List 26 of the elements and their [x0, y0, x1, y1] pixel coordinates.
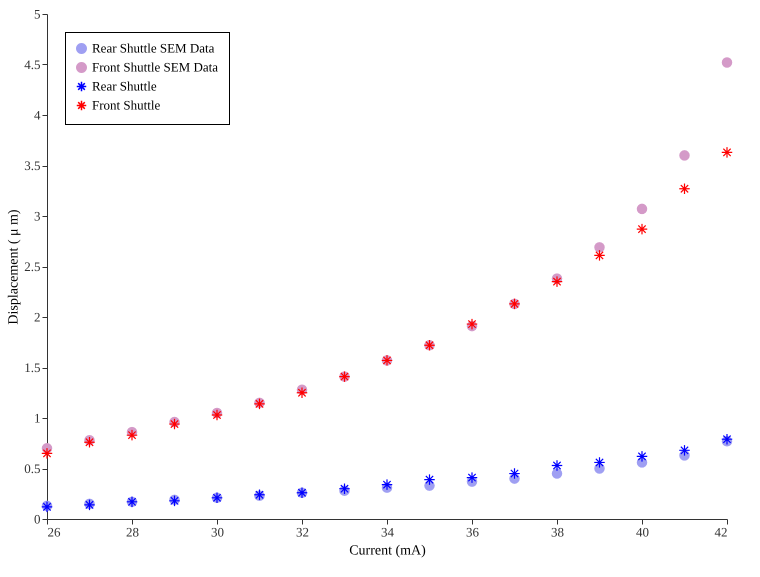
x-tick-label: 32 [296, 524, 309, 540]
y-tick-label: 4 [34, 108, 41, 122]
x-tick-label: 36 [466, 524, 480, 540]
x-tick-label: 42 [714, 524, 728, 540]
y-tick-label: 3 [34, 208, 40, 224]
y-tick-label: 3.5 [24, 158, 40, 173]
y-tick-label: 1 [34, 410, 40, 426]
legend-label: Front Shuttle [92, 98, 160, 112]
x-tick-label: 34 [381, 524, 394, 540]
x-tick-label: 38 [551, 524, 564, 540]
y-tick-label: 0 [34, 512, 40, 526]
y-tick-label: 1.5 [24, 360, 40, 375]
x-tick-label: 26 [48, 524, 61, 540]
x-tick-label: 40 [636, 524, 649, 540]
legend-label: Rear Shuttle SEM Data [92, 40, 215, 56]
x-tick-label: 30 [211, 524, 224, 540]
legend-label: Rear Shuttle [92, 78, 157, 94]
legend-label: Front Shuttle SEM Data [92, 60, 218, 74]
y-tick-label: 0.5 [24, 461, 40, 476]
y-tick-label: 2 [34, 310, 40, 324]
y-tick-label: 4.5 [24, 57, 40, 72]
y-tick-label: 5 [34, 6, 40, 22]
x-tick-label: 28 [126, 524, 139, 540]
y-tick-label: 2.5 [24, 259, 40, 274]
y-axis-title: Displacement ( μ m) [6, 209, 22, 325]
x-axis-title: Current (mA) [349, 544, 426, 558]
